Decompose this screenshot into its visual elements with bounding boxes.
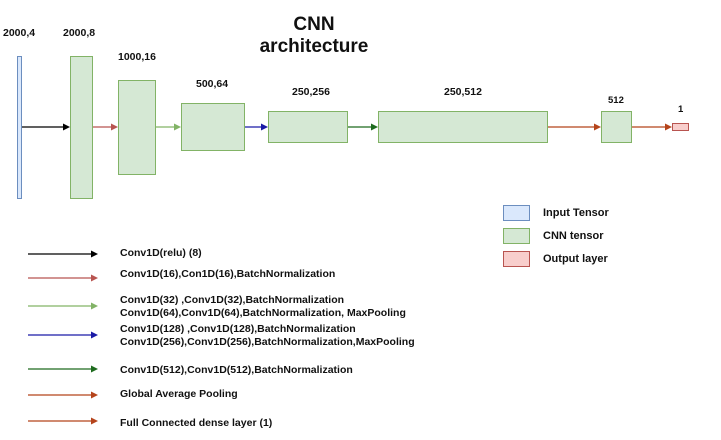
input-tensor-block — [17, 56, 22, 199]
legend-label-output: Output layer — [543, 253, 608, 265]
legend-swatch-input — [503, 205, 530, 221]
flow-arrows — [22, 123, 672, 131]
arrow-legend-0-line-1: Conv1D(relu) (8) — [120, 247, 202, 259]
arrow-legend-3-line-2: Conv1D(256),Conv1D(256),BatchNormalizati… — [120, 336, 415, 348]
legend-arrow-3 — [28, 331, 98, 339]
cnn-tensor-block-16 — [118, 80, 156, 175]
legend-swatch-output — [503, 251, 530, 267]
arrow-legend-4-line-1: Conv1D(512),Conv1D(512),BatchNormalizati… — [120, 364, 353, 376]
legend-cnn-tensor: CNN tensor — [503, 228, 604, 244]
block-label-conv8: 2000,8 — [63, 27, 96, 39]
cnn-tensor-block-8 — [70, 56, 93, 199]
arrow-legend-2-line-1: Conv1D(32) ,Conv1D(32),BatchNormalizatio… — [120, 294, 345, 306]
block-label-input: 2000,4 — [3, 27, 36, 39]
legend-label-input: Input Tensor — [543, 207, 609, 219]
arrow-legend-text-1: Conv1D(16),Con1D(16),BatchNormalization — [120, 268, 335, 281]
arrow-legend-2-line-2: Conv1D(64),Conv1D(64),BatchNormalization… — [120, 307, 406, 319]
title-line-2: architecture — [259, 36, 369, 57]
legend-swatch-cnn — [503, 228, 530, 244]
flow-arrow-global-avg-pool — [548, 123, 601, 131]
block-label-conv64: 500,64 — [196, 78, 229, 90]
flow-arrow-conv512 — [348, 123, 378, 131]
legend-input-tensor: Input Tensor — [503, 205, 609, 221]
cnn-tensor-block-64 — [181, 103, 245, 151]
legend-arrow-6 — [28, 417, 98, 425]
arrow-legend-1-line-1: Conv1D(16),Con1D(16),BatchNormalization — [120, 268, 336, 280]
cnn-tensor-block-256 — [268, 111, 348, 143]
arrow-legend-text-3: Conv1D(128) ,Conv1D(128),BatchNormalizat… — [120, 323, 415, 349]
flow-arrow-conv-relu — [22, 123, 70, 131]
arrow-legend-text-2: Conv1D(32) ,Conv1D(32),BatchNormalizatio… — [120, 294, 406, 320]
legend-output-layer: Output layer — [503, 251, 608, 267]
arrow-legend-text-5: Global Average Pooling — [120, 388, 238, 401]
arrow-legend-6-line-1: Full Connected dense layer (1) — [120, 417, 273, 429]
flow-arrow-conv128-256 — [245, 123, 268, 131]
block-label-conv16: 1000,16 — [118, 51, 156, 63]
title-line-1: CNN — [293, 14, 335, 35]
arrow-legend-3-line-1: Conv1D(128) ,Conv1D(128),BatchNormalizat… — [120, 323, 356, 335]
arrow-legend-text-0: Conv1D(relu) (8) — [120, 247, 202, 260]
flow-arrow-conv32-64 — [156, 123, 181, 131]
legend-arrow-2 — [28, 302, 98, 310]
arrow-legend-text-4: Conv1D(512),Conv1D(512),BatchNormalizati… — [120, 364, 353, 377]
block-label-conv512: 250,512 — [444, 86, 482, 98]
legend-label-cnn: CNN tensor — [543, 230, 604, 242]
cnn-tensor-block-512 — [378, 111, 548, 143]
diagram-title: CNN architecture — [250, 14, 378, 58]
cnn-tensor-block-pool512 — [601, 111, 632, 143]
block-label-conv256: 250,256 — [292, 86, 330, 98]
legend-arrow-1 — [28, 274, 98, 282]
block-label-output: 1 — [678, 104, 684, 115]
flow-arrow-dense — [632, 123, 672, 131]
output-layer-block — [672, 123, 689, 131]
legend-arrow-0 — [28, 250, 98, 258]
block-label-pool512: 512 — [608, 95, 624, 106]
legend-arrow-4 — [28, 365, 98, 373]
arrow-legend-5-line-1: Global Average Pooling — [120, 388, 238, 400]
arrow-legend-arrows — [28, 250, 98, 425]
arrow-legend-text-6: Full Connected dense layer (1) — [120, 417, 272, 430]
legend-arrow-5 — [28, 391, 98, 399]
flow-arrow-conv16 — [93, 123, 118, 131]
